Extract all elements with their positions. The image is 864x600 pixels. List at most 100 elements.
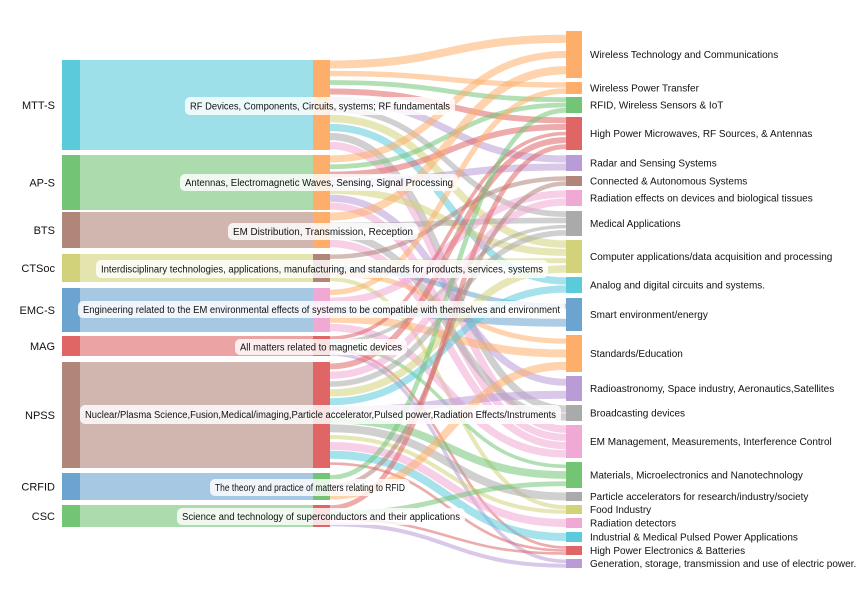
target-node[interactable]: Wireless Technology and Communications bbox=[566, 31, 778, 78]
target-node[interactable]: Smart environment/energy bbox=[566, 298, 708, 331]
target-node[interactable]: Generation, storage, transmission and us… bbox=[566, 559, 856, 570]
target-node[interactable]: Materials, Microelectronics and Nanotech… bbox=[566, 462, 803, 488]
target-label: Standards/Education bbox=[590, 349, 683, 360]
target-node-bar bbox=[566, 82, 582, 94]
flow-link bbox=[329, 435, 567, 514]
source-label: EMC-S bbox=[20, 305, 55, 317]
source-node-bar bbox=[62, 336, 80, 356]
target-label: Radioastronomy, Space industry, Aeronaut… bbox=[590, 384, 834, 395]
target-node-bar bbox=[566, 559, 582, 568]
target-label: Radar and Sensing Systems bbox=[590, 159, 717, 170]
source-label: CTSoc bbox=[21, 263, 55, 275]
target-label: Smart environment/energy bbox=[590, 310, 708, 321]
source-node-emc-s[interactable]: EMC-S Engineering related to the EM envir… bbox=[20, 288, 565, 332]
description-text: All matters related to magnetic devices bbox=[240, 343, 402, 354]
description-text: Nuclear/Plasma Science,Fusion,Medical/im… bbox=[85, 410, 556, 421]
target-node[interactable]: Radiation detectors bbox=[566, 518, 676, 530]
source-label: MAG bbox=[30, 341, 55, 353]
target-label: Radiation detectors bbox=[590, 519, 676, 530]
source-node-npss[interactable]: NPSS Nuclear/Plasma Science,Fusion,Medica… bbox=[25, 362, 561, 468]
target-node-bar bbox=[566, 425, 582, 458]
description-box bbox=[180, 174, 458, 191]
target-node[interactable]: Standards/Education bbox=[566, 335, 683, 372]
target-label: Computer applications/data acquisition a… bbox=[590, 252, 832, 263]
flow-link bbox=[329, 70, 567, 88]
target-label: Industrial & Medical Pulsed Power Applic… bbox=[590, 533, 798, 544]
target-node-bar bbox=[566, 155, 582, 171]
target-node[interactable]: Analog and digital circuits and systems. bbox=[566, 277, 765, 293]
source-node-ctsoc[interactable]: CTSoc Interdisciplinary technologies, app… bbox=[21, 254, 548, 282]
description-text: Interdisciplinary technologies, applicat… bbox=[101, 265, 543, 276]
source-node-ap-s[interactable]: AP-S Antennas, Electromagnetic Waves, Sen… bbox=[29, 155, 458, 210]
description-text: Antennas, Electromagnetic Waves, Sensing… bbox=[185, 178, 453, 189]
source-node-bar bbox=[62, 473, 80, 500]
description-box bbox=[80, 405, 561, 424]
target-node[interactable]: High Power Electronics & Batteries bbox=[566, 546, 745, 557]
source-node-bar bbox=[62, 254, 80, 282]
target-label: Radiation effects on devices and biologi… bbox=[590, 194, 813, 205]
target-node-bar bbox=[566, 462, 582, 488]
target-node-bar bbox=[566, 376, 582, 401]
source-node-mtt-s[interactable]: MTT-S RF Devices, Components, Circuits, s… bbox=[22, 60, 455, 150]
target-node[interactable]: Wireless Power Transfer bbox=[566, 82, 700, 95]
description-box bbox=[177, 508, 465, 525]
description-text: Engineering related to the EM environmen… bbox=[83, 305, 560, 316]
target-node[interactable]: RFID, Wireless Sensors & IoT bbox=[566, 97, 723, 113]
source-node-bts[interactable]: BTS EM Distribution, Transmission, Recept… bbox=[34, 212, 418, 248]
target-node[interactable]: Medical Applications bbox=[566, 211, 681, 236]
source-label: BTS bbox=[34, 225, 55, 237]
flow-link bbox=[329, 66, 567, 221]
description-box bbox=[235, 339, 407, 355]
flow-link bbox=[329, 88, 567, 296]
target-label: Food Industry bbox=[590, 505, 651, 516]
target-node-bar bbox=[566, 335, 582, 372]
target-node[interactable]: Radiation effects on devices and biologi… bbox=[566, 190, 813, 206]
target-node-bar bbox=[566, 240, 582, 273]
target-node[interactable]: Radioastronomy, Space industry, Aeronaut… bbox=[566, 376, 834, 401]
source-label: CRFID bbox=[21, 482, 55, 494]
target-node-bar bbox=[566, 211, 582, 236]
target-node-bar bbox=[566, 190, 582, 206]
description-text: EM Distribution, Transmission, Reception bbox=[233, 227, 413, 238]
description-box bbox=[185, 97, 455, 115]
source-label: CSC bbox=[32, 511, 55, 523]
source-node-csc[interactable]: CSC Science and technology of superconduc… bbox=[32, 505, 465, 527]
target-node[interactable]: Particle accelerators for research/indus… bbox=[566, 492, 808, 503]
flow-link bbox=[329, 131, 567, 340]
target-node-bar bbox=[566, 505, 582, 514]
target-node[interactable]: Radar and Sensing Systems bbox=[566, 155, 717, 171]
target-node[interactable]: Connected & Autonomous Systems bbox=[566, 176, 747, 188]
source-label: MTT-S bbox=[22, 100, 55, 112]
target-node[interactable]: Broadcasting devices bbox=[566, 405, 685, 421]
target-node[interactable]: Computer applications/data acquisition a… bbox=[566, 240, 832, 273]
target-label: Wireless Power Transfer bbox=[590, 84, 700, 95]
target-node[interactable]: Food Industry bbox=[566, 505, 651, 516]
flow-link bbox=[329, 424, 567, 501]
description-text: Science and technology of superconductor… bbox=[182, 512, 460, 523]
target-node-bar bbox=[566, 405, 582, 421]
source-node-crfid[interactable]: CRFID The theory and practice of matters … bbox=[21, 473, 410, 500]
target-label: Broadcasting devices bbox=[590, 409, 685, 420]
target-label: Connected & Autonomous Systems bbox=[590, 177, 747, 188]
target-node-bar bbox=[566, 97, 582, 113]
target-node-bar bbox=[566, 546, 582, 555]
target-node[interactable]: High Power Microwaves, RF Sources, & Ant… bbox=[566, 117, 812, 150]
source-node-layer: MTT-S RF Devices, Components, Circuits, s… bbox=[20, 60, 565, 527]
target-node-bar bbox=[566, 117, 582, 150]
source-label: NPSS bbox=[25, 410, 55, 422]
target-label: Medical Applications bbox=[590, 219, 681, 230]
target-label: Analog and digital circuits and systems. bbox=[590, 281, 765, 292]
source-label: AP-S bbox=[29, 178, 55, 190]
description-box bbox=[96, 260, 548, 278]
source-node-mag[interactable]: MAG All matters related to magnetic devic… bbox=[30, 336, 407, 356]
source-node-bar bbox=[62, 505, 80, 527]
description-text: The theory and practice of matters relat… bbox=[215, 483, 405, 494]
flow-link bbox=[329, 462, 567, 552]
source-node-bar bbox=[62, 155, 80, 210]
source-node-bar bbox=[62, 288, 80, 332]
target-label: High Power Electronics & Batteries bbox=[590, 546, 745, 557]
target-label: RFID, Wireless Sensors & IoT bbox=[590, 101, 723, 112]
target-node[interactable]: EM Management, Measurements, Interferenc… bbox=[566, 425, 832, 458]
target-node[interactable]: Industrial & Medical Pulsed Power Applic… bbox=[566, 532, 798, 544]
